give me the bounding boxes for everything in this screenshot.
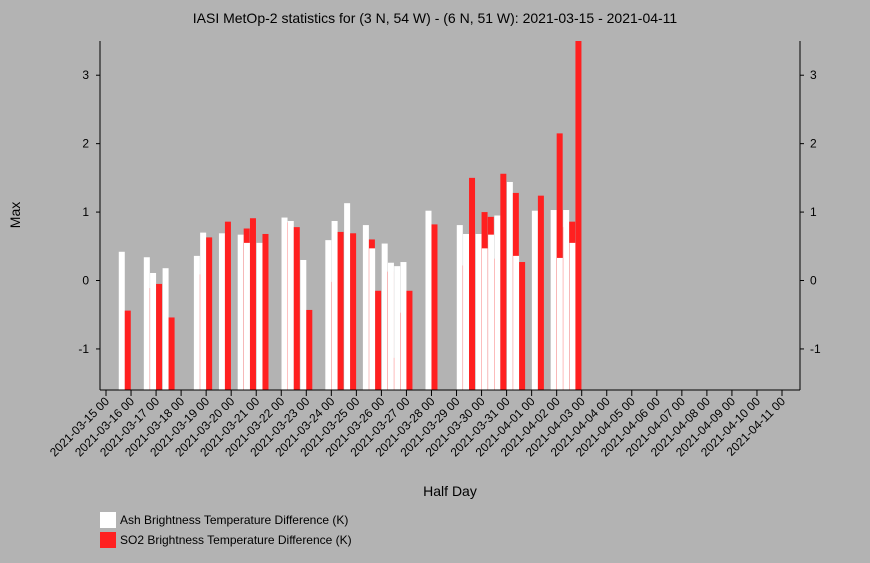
- bar-ash-32: [475, 233, 482, 390]
- bar-ash-33: [481, 248, 488, 390]
- bar-ash-0: [118, 251, 125, 390]
- bar-ash-7: [200, 232, 207, 390]
- y-tick-label-right-4: 3: [810, 68, 817, 82]
- bar-so2-31: [469, 177, 476, 390]
- bar-so2-20: [350, 233, 357, 390]
- y-ticks: -1 -1 0 0 1 1 2 2 3 3: [78, 68, 821, 356]
- bar-ash-25: [387, 262, 394, 390]
- y-tick-label-left-4: 3: [82, 68, 89, 82]
- bar-so2-43: [575, 41, 582, 390]
- bar-ash-12: [256, 242, 263, 390]
- bar-ash-31: [463, 233, 470, 390]
- bar-so2-4: [168, 317, 175, 390]
- bar-ash-3: [150, 272, 157, 390]
- bar-so2-28: [431, 224, 438, 390]
- bar-ash-11: [243, 242, 250, 390]
- bar-so2-35: [500, 173, 507, 390]
- bar-ash-14: [281, 217, 288, 390]
- bar-ash-34: [488, 234, 495, 390]
- bar-so2-23: [375, 290, 382, 390]
- bar-so2-38: [537, 195, 544, 390]
- legend-swatch-so2: [100, 532, 116, 548]
- bar-ash-8: [218, 233, 225, 390]
- bar-ash-4: [162, 268, 169, 390]
- bar-so2-7: [206, 237, 213, 390]
- bar-so2-8: [224, 221, 231, 390]
- x-axis-label: Half Day: [423, 483, 477, 499]
- bar-ash-42: [563, 210, 570, 390]
- bar-ash-38: [531, 210, 538, 390]
- bar-ash-18: [325, 240, 332, 390]
- bar-ash-2: [143, 257, 150, 390]
- bar-ash-19: [331, 220, 338, 390]
- legend: Ash Brightness Temperature Difference (K…: [100, 512, 352, 548]
- y-tick-label-left-3: 2: [82, 137, 89, 151]
- bar-ash-40: [550, 210, 557, 390]
- y-tick-label-left-1: 0: [82, 274, 89, 288]
- y-tick-label-right-3: 2: [810, 137, 817, 151]
- bar-so2-15: [293, 227, 300, 390]
- bars: [118, 41, 582, 390]
- bar-ash-15: [287, 220, 294, 390]
- bar-ash-6: [193, 255, 200, 390]
- y-tick-label-right-2: 1: [810, 205, 817, 219]
- bar-so2-0: [124, 310, 131, 390]
- bar-so2-11: [249, 218, 256, 390]
- bar-ash-26: [394, 266, 401, 390]
- bar-ash-28: [425, 210, 432, 390]
- bar-so2-37: [519, 262, 526, 390]
- bar-ash-36: [506, 181, 513, 390]
- y-tick-label-left-0: -1: [78, 342, 89, 356]
- bar-so2-27: [406, 290, 413, 390]
- legend-label-so2: SO2 Brightness Temperature Difference (K…: [120, 533, 352, 547]
- chart-title: IASI MetOp-2 statistics for (3 N, 54 W) …: [193, 10, 678, 26]
- y-tick-label-left-2: 1: [82, 205, 89, 219]
- y-axis-label: Max: [7, 202, 23, 228]
- bar-ash-35: [494, 215, 501, 390]
- bar-ash-27: [400, 262, 407, 390]
- bar-ash-22: [362, 225, 369, 390]
- bar-ash-37: [513, 255, 520, 390]
- bar-ash-43: [569, 242, 576, 390]
- bar-ash-24: [381, 243, 388, 390]
- y-tick-label-right-0: -1: [810, 342, 821, 356]
- bar-so2-12: [262, 233, 269, 390]
- legend-label-ash: Ash Brightness Temperature Difference (K…: [120, 513, 348, 527]
- bar-so2-19: [337, 231, 344, 390]
- bar-ash-30: [456, 225, 463, 390]
- legend-swatch-ash: [100, 512, 116, 528]
- bar-ash-23: [369, 248, 376, 390]
- bar-ash-41: [556, 257, 563, 390]
- y-tick-label-right-1: 0: [810, 274, 817, 288]
- bar-ash-16: [300, 259, 307, 390]
- bar-so2-3: [156, 283, 163, 390]
- bar-so2-16: [306, 309, 313, 390]
- bar-ash-20: [344, 203, 351, 390]
- bar-ash-10: [237, 234, 244, 390]
